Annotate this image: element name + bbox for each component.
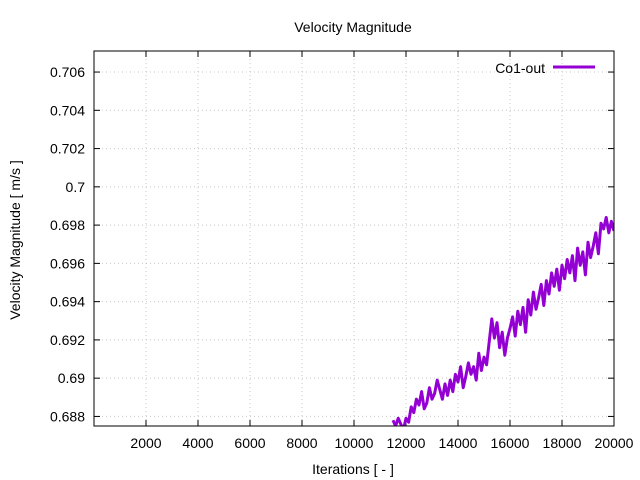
x-tick-label: 20000 [595,435,634,451]
series-line [391,216,614,426]
series-layer [391,216,614,426]
y-tick-label: 0.69 [58,370,85,386]
x-tick-label: 16000 [491,435,530,451]
plot-frame [93,50,615,427]
x-tick-label: 12000 [387,435,426,451]
x-tick-label: 14000 [439,435,478,451]
y-tick-label: 0.7 [66,179,86,195]
x-axis-label: Iterations [ - ] [312,461,394,477]
x-tick-label: 8000 [286,435,317,451]
x-tick-label: 6000 [234,435,265,451]
chart-title: Velocity Magnitude [294,19,412,35]
y-tick-label: 0.706 [50,64,85,80]
y-tick-labels: 0.688 0.69 0.692 0.694 0.696 0.698 0.7 0.702 0.7… [50,64,85,424]
legend: Co1-out [495,60,595,76]
legend-label: Co1-out [495,60,545,76]
x-tick-label: 2000 [130,435,161,451]
x-tick-label: 4000 [182,435,213,451]
y-tick-label: 0.702 [50,141,85,157]
y-tick-label: 0.698 [50,217,85,233]
x-tick-labels: 2000 4000 6000 8000 10000 12000 14000 16000 1800… [130,435,633,451]
y-tick-label: 0.694 [50,294,85,310]
x-tick-label: 10000 [335,435,374,451]
y-tick-label: 0.696 [50,255,85,271]
grid-lines [94,51,615,426]
y-axis-label: Velocity Magnitude [ m/s ] [7,160,23,320]
x-tick-label: 18000 [543,435,582,451]
y-tick-label: 0.692 [50,332,85,348]
y-tick-label: 0.704 [50,102,85,118]
y-tick-label: 0.688 [50,408,85,424]
